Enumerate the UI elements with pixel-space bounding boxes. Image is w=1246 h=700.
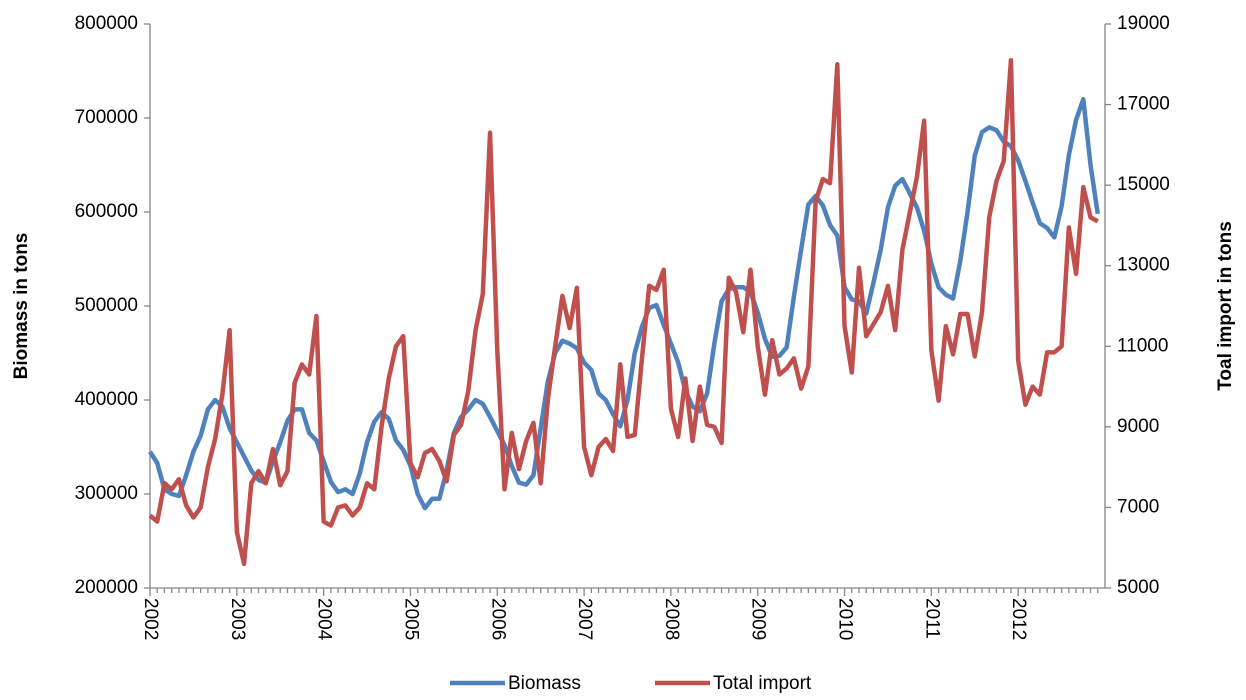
y2-axis-title: Toal import in tons: [1215, 221, 1236, 391]
y-tick-label: 800000: [75, 13, 138, 34]
legend-label: Biomass: [508, 673, 581, 694]
y2-tick-label: 9000: [1117, 416, 1159, 437]
y-tick-label: 500000: [75, 295, 138, 316]
x-tick-label: 2002: [140, 598, 161, 640]
x-tick-label: 2006: [487, 598, 508, 640]
x-tick-label: 2009: [748, 598, 769, 640]
x-tick-label: 2004: [314, 598, 335, 641]
x-tick-label: 2008: [661, 598, 682, 640]
x-tick-label: 2003: [227, 598, 248, 640]
x-tick-label: 2011: [921, 598, 942, 639]
x-tick-label: 2012: [1008, 598, 1029, 640]
series-line: [148, 96, 1100, 511]
y2-tick-label: 11000: [1117, 335, 1168, 356]
y2-tick-label: 17000: [1117, 94, 1170, 115]
x-tick-label: 2010: [835, 598, 856, 640]
y-axis-title: Biomass in tons: [11, 233, 32, 380]
y-tick-label: 300000: [75, 483, 138, 504]
y2-tick-label: 5000: [1117, 577, 1159, 598]
y-tick-label: 700000: [75, 107, 138, 128]
y2-tick-label: 7000: [1117, 496, 1159, 517]
x-tick-label: 2005: [400, 598, 421, 640]
y-tick-label: 600000: [75, 201, 138, 222]
x-tick-label: 2007: [574, 598, 595, 640]
y2-tick-label: 13000: [1117, 255, 1170, 276]
y-tick-label: 200000: [75, 577, 138, 598]
y2-tick-label: 19000: [1117, 13, 1170, 34]
series-line: [148, 58, 1099, 567]
y2-tick-label: 15000: [1117, 174, 1170, 195]
y-tick-label: 400000: [75, 389, 138, 410]
legend-label: Total import: [713, 673, 812, 694]
